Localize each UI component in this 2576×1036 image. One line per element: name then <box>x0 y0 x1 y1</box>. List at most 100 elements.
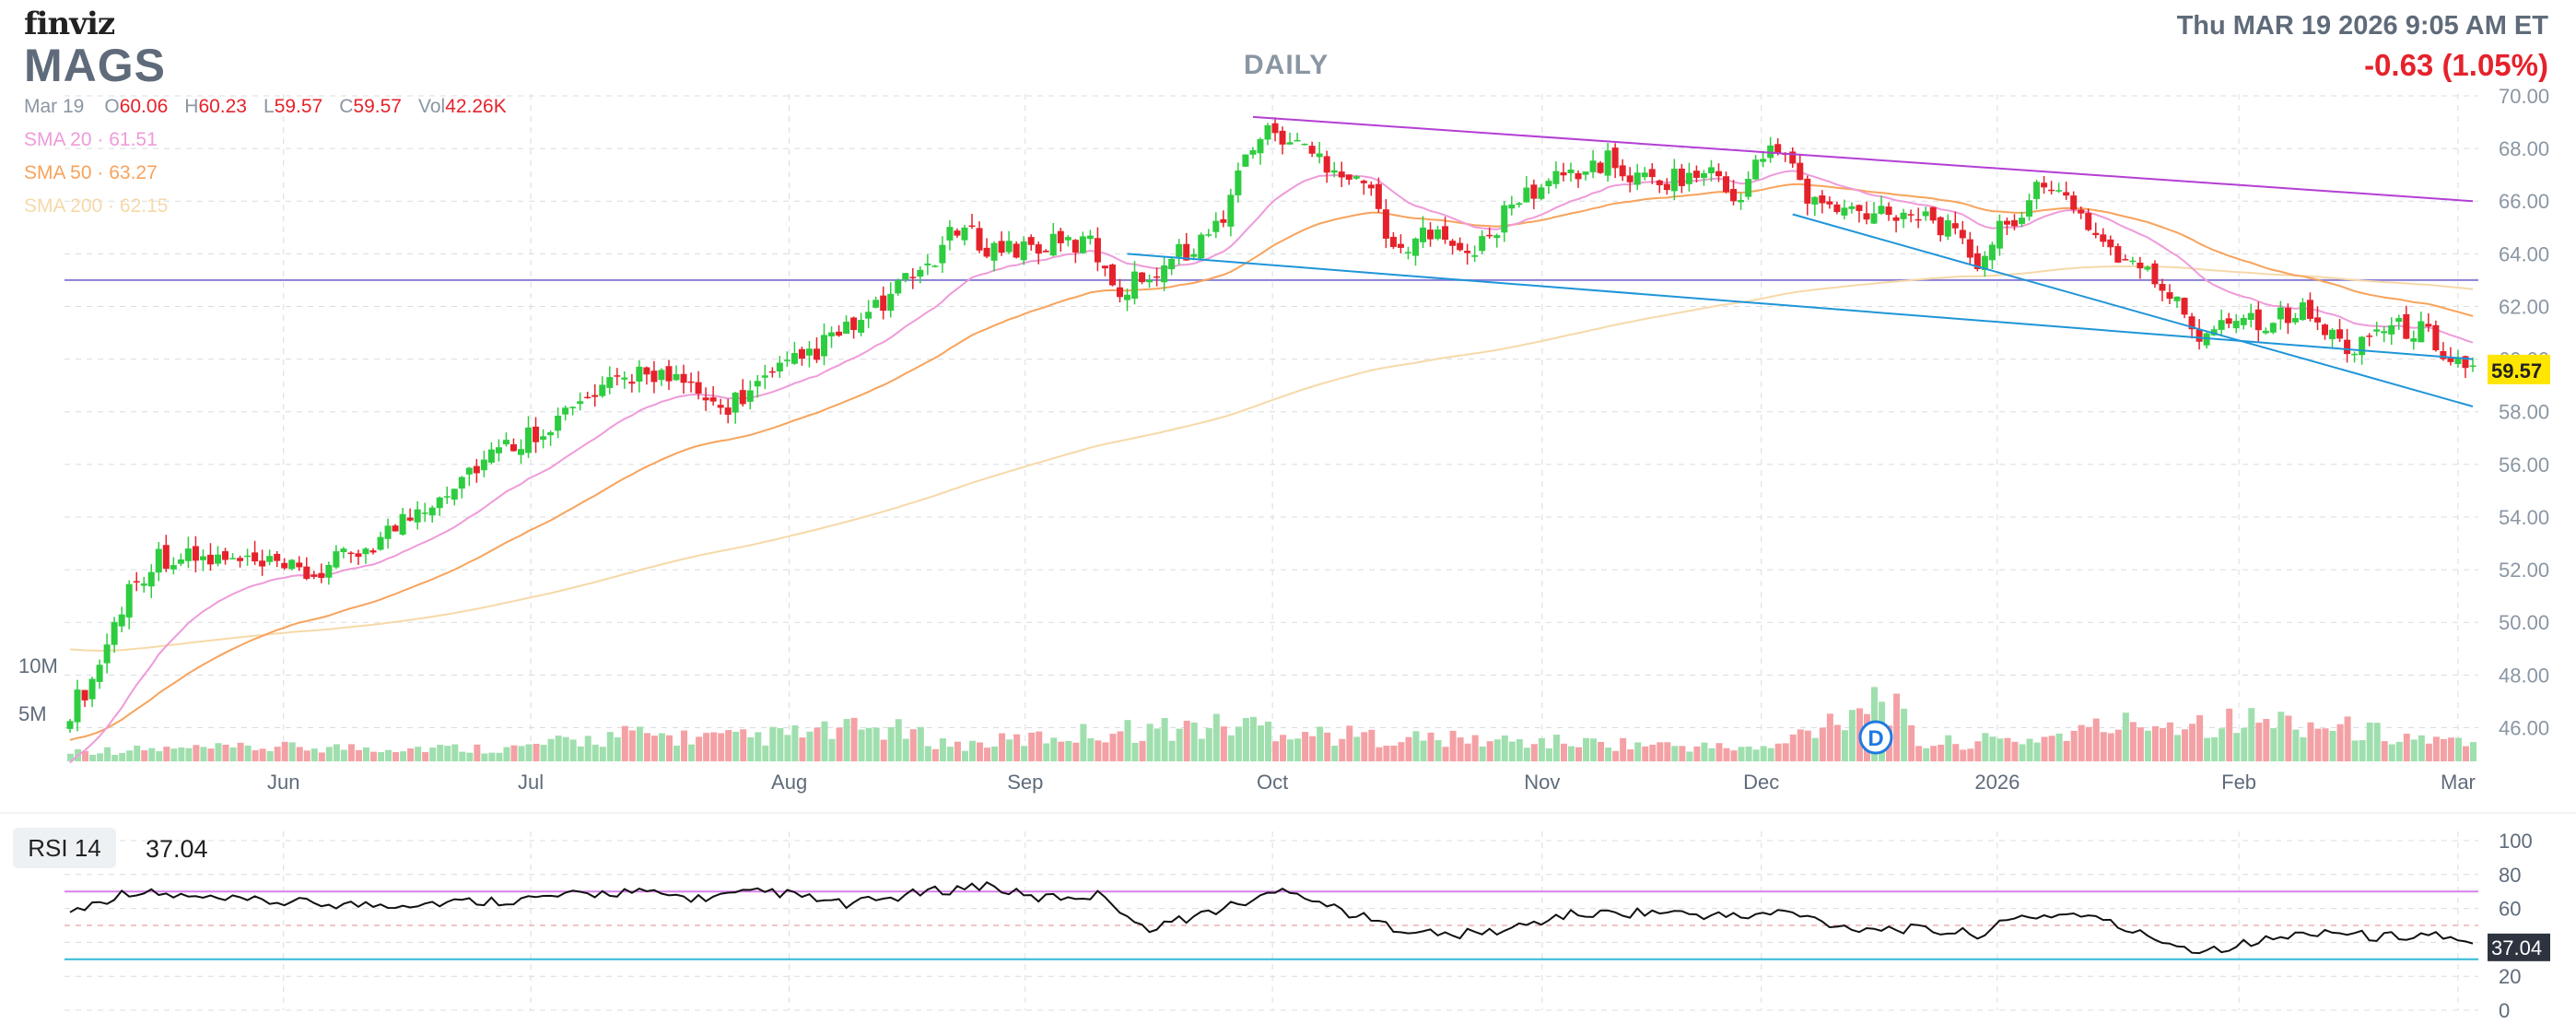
rsi-tick-label: 80 <box>2499 864 2521 887</box>
candle <box>1501 201 1508 242</box>
candle <box>1538 183 1545 201</box>
volume-bar <box>1952 744 1960 761</box>
finviz-logo[interactable]: finviz <box>24 6 115 42</box>
candle-body <box>1013 243 1020 258</box>
volume-bar <box>1774 743 1782 761</box>
volume-bar <box>977 742 984 761</box>
volume-bar <box>1833 724 1841 761</box>
candle <box>355 549 362 565</box>
candle-body <box>1035 244 1042 254</box>
candle <box>125 580 133 630</box>
candle <box>96 659 103 689</box>
candle <box>1819 190 1826 214</box>
candle-body <box>237 558 244 561</box>
candle-body <box>1464 251 1471 253</box>
volume-bar <box>193 745 200 761</box>
volume-bar <box>1028 732 1036 761</box>
candle <box>1648 163 1656 184</box>
candle <box>1449 239 1457 255</box>
volume-bar <box>1960 749 1967 761</box>
sma20-legend[interactable]: SMA 20 · 61.51 <box>24 129 158 150</box>
candle-body <box>1900 212 1907 219</box>
candle-body <box>147 571 155 587</box>
grid-lines: 70.0068.0066.0064.0062.0060.0058.0056.00… <box>64 85 2549 1010</box>
sma50-legend[interactable]: SMA 50 · 63.27 <box>24 162 158 183</box>
candle <box>1797 155 1804 181</box>
candle <box>628 373 636 393</box>
volume-bar <box>244 745 252 761</box>
candle-body <box>754 381 761 387</box>
candle-body <box>1516 203 1523 206</box>
candle <box>451 489 458 506</box>
volume-bar <box>1760 746 1767 761</box>
candle <box>1139 271 1146 285</box>
candle-body <box>1619 165 1626 177</box>
rsi-indicator-value: 37.04 <box>146 835 208 863</box>
candle-body <box>274 553 281 561</box>
volume-bar <box>2114 729 2122 761</box>
candle <box>924 253 931 276</box>
candle <box>1670 159 1678 201</box>
candle <box>303 557 310 581</box>
volume-bar <box>1013 734 1021 761</box>
volume-bar <box>510 745 518 761</box>
candle-body <box>709 397 717 402</box>
volume-bar <box>2078 724 2085 761</box>
ohlc-readout: Mar 19 O60.06 H60.23 L59.57 C59.57 Vol42.26K <box>24 96 507 118</box>
candle <box>1338 161 1345 187</box>
candle-body <box>1301 143 1308 146</box>
volume-bar <box>451 744 459 761</box>
timeframe-label[interactable]: DAILY <box>1244 50 1329 80</box>
candle-body <box>650 371 658 383</box>
candle <box>1633 163 1641 191</box>
volume-bar <box>333 744 340 761</box>
candle-body <box>155 548 162 573</box>
volume-bar <box>865 727 872 761</box>
volume-bar <box>1021 746 1028 761</box>
candle <box>665 359 673 391</box>
candle-body <box>1745 179 1752 197</box>
volume-bar <box>1212 713 1220 761</box>
sma200-legend[interactable]: SMA 200 · 62.15 <box>24 195 169 217</box>
volume-bar <box>755 732 762 761</box>
volume-bar <box>1523 748 1530 761</box>
candle <box>347 551 355 563</box>
candle <box>2107 235 2114 256</box>
rsi-line <box>69 881 2474 955</box>
volume-bar <box>1982 733 1989 761</box>
volume-bar <box>665 735 673 761</box>
rsi-indicator-label[interactable]: RSI 14 <box>13 828 116 868</box>
sma20-line <box>69 170 2474 764</box>
candle <box>1611 143 1619 179</box>
candle-body <box>2070 195 2078 210</box>
candle <box>199 549 206 571</box>
volume-bar <box>318 752 325 761</box>
candle-body <box>296 562 303 568</box>
candle-body <box>865 312 872 319</box>
candle-body <box>1279 130 1286 145</box>
candle <box>983 238 990 259</box>
volume-bar <box>1280 735 1287 761</box>
candle-body <box>2129 260 2137 263</box>
candle-body <box>1885 206 1892 216</box>
volume-bar <box>1434 740 1442 761</box>
y-tick-label: 46.00 <box>2499 716 2549 739</box>
candle <box>1198 232 1205 261</box>
candle-body <box>2114 246 2122 263</box>
candle <box>828 326 836 348</box>
volume-bar <box>207 748 215 761</box>
candle <box>1389 231 1397 249</box>
candle-body <box>717 405 724 408</box>
candle <box>1330 161 1338 178</box>
candle <box>2388 317 2395 346</box>
candle-body <box>1042 250 1049 253</box>
volume-bar <box>1708 748 1715 761</box>
candle <box>2366 333 2373 347</box>
candle <box>2151 260 2159 288</box>
candle <box>318 563 325 583</box>
candle-body <box>2137 262 2144 269</box>
candle <box>584 392 591 399</box>
candle-body <box>81 689 88 700</box>
candle <box>1560 162 1567 182</box>
